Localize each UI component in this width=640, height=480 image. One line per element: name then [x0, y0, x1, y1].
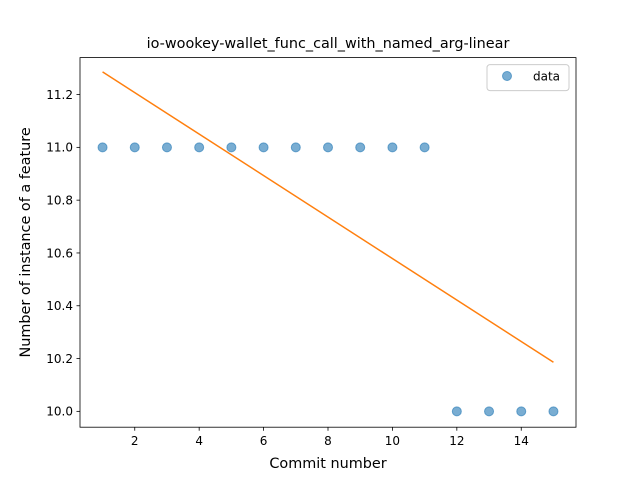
x-tick-label: 10 — [385, 434, 400, 448]
y-tick-label: 10.2 — [46, 352, 73, 366]
legend-label-data: data — [533, 70, 560, 84]
data-point — [259, 143, 268, 152]
x-axis-label: Commit number — [269, 456, 386, 472]
y-tick-label: 10.6 — [46, 246, 73, 260]
data-point — [388, 143, 397, 152]
data-point — [324, 143, 333, 152]
data-point — [420, 143, 429, 152]
chart-title: io-wookey-wallet_func_call_with_named_ar… — [147, 36, 510, 52]
data-point — [98, 143, 107, 152]
x-tick-label: 8 — [324, 434, 332, 448]
data-point — [452, 407, 461, 416]
y-tick-label: 11.2 — [46, 88, 73, 102]
y-tick-label: 10.4 — [46, 299, 73, 313]
x-tick-label: 12 — [449, 434, 464, 448]
y-axis-label: Number of instance of a feature — [18, 127, 34, 357]
y-tick-label: 11.0 — [46, 141, 73, 155]
x-tick-label: 14 — [514, 434, 529, 448]
data-point — [227, 143, 236, 152]
data-point — [195, 143, 204, 152]
legend: data — [487, 65, 569, 91]
x-tick-label: 6 — [260, 434, 268, 448]
data-point — [356, 143, 365, 152]
data-point — [291, 143, 300, 152]
data-point — [162, 143, 171, 152]
data-point — [130, 143, 139, 152]
y-tick-label: 10.8 — [46, 193, 73, 207]
data-point — [549, 407, 558, 416]
x-tick-label: 4 — [195, 434, 203, 448]
data-point — [485, 407, 494, 416]
y-tick-label: 10.0 — [46, 405, 73, 419]
data-point — [517, 407, 526, 416]
x-tick-label: 2 — [131, 434, 139, 448]
legend-marker-data — [503, 72, 512, 81]
